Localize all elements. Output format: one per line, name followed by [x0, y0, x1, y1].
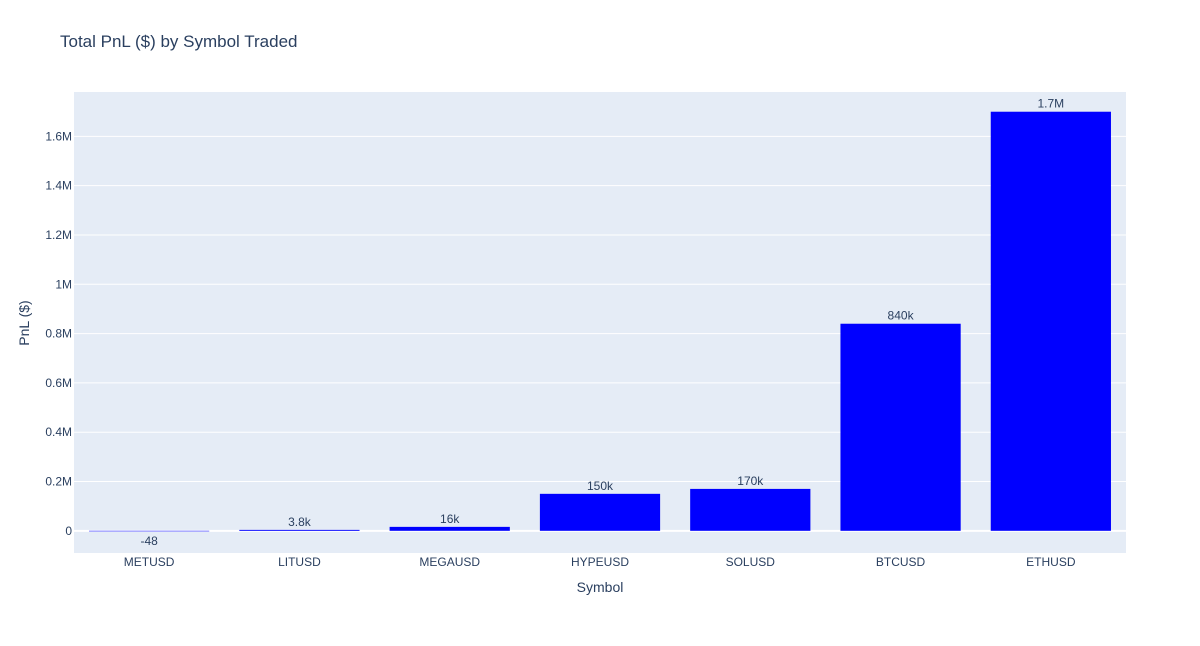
bar: [239, 529, 360, 531]
x-tick-label: MEGAUSD: [419, 555, 480, 569]
y-tick-label: 0.8M: [45, 327, 72, 341]
bar: [389, 526, 510, 531]
bar-data-label: -48: [140, 534, 158, 548]
bar: [990, 111, 1111, 531]
x-axis-ticks: METUSD LITUSD MEGAUSD HYPEUSD SOLUSD BTCUSD ET…: [124, 555, 1076, 569]
y-tick-label: 1M: [55, 277, 72, 291]
x-tick-label: ETHUSD: [1026, 555, 1076, 569]
x-tick-label: BTCUSD: [876, 555, 926, 569]
y-tick-label: 0.2M: [45, 475, 72, 489]
bar: [690, 488, 811, 531]
y-tick-label: 1.2M: [45, 228, 72, 242]
bar: [539, 493, 661, 531]
bar-data-label: 16k: [440, 512, 460, 526]
y-axis-ticks: 0 0.2M 0.4M 0.6M 0.8M 1M 1.2M 1.4M 1.6M: [45, 129, 72, 537]
x-tick-label: SOLUSD: [726, 555, 776, 569]
y-tick-label: 0.6M: [45, 376, 72, 390]
y-tick-label: 0.4M: [45, 425, 72, 439]
x-axis-title: Symbol: [577, 579, 624, 595]
chart-title: Total PnL ($) by Symbol Traded: [60, 32, 298, 51]
bar-data-label: 1.7M: [1038, 97, 1065, 111]
bar-data-label: 840k: [888, 309, 915, 323]
y-tick-label: 1.4M: [45, 179, 72, 193]
bar-labels: -48 3.8k 16k 150k 170k 840k 1.7M: [140, 97, 1064, 548]
bar-data-label: 3.8k: [288, 515, 312, 529]
bar-data-label: 150k: [587, 479, 614, 493]
y-tick-label: 1.6M: [45, 129, 72, 143]
bar: [840, 323, 961, 531]
bars: [89, 111, 1111, 532]
x-tick-label: METUSD: [124, 555, 175, 569]
y-tick-label: 0: [65, 524, 72, 538]
x-tick-label: LITUSD: [278, 555, 321, 569]
y-axis-title: PnL ($): [16, 300, 32, 345]
bar-data-label: 170k: [737, 474, 764, 488]
x-tick-label: HYPEUSD: [571, 555, 629, 569]
bar: [89, 530, 210, 532]
